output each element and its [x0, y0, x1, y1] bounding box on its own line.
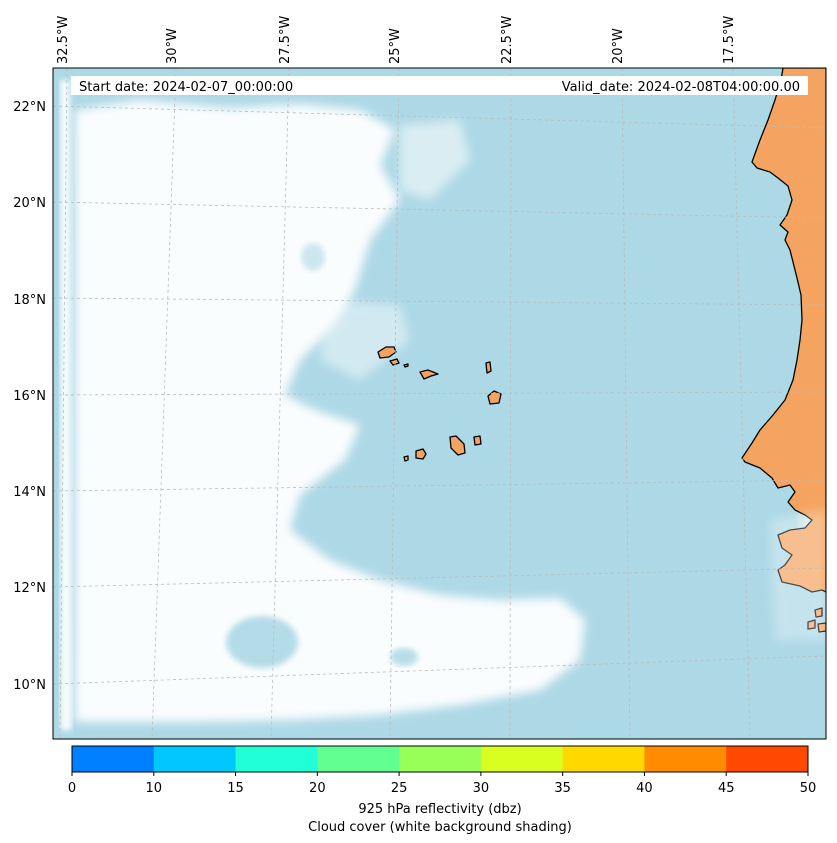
longitude-labels: 32.5°W 30°W 27.5°W 25°W 22.5°W 20°W 17.5…	[56, 16, 737, 64]
lat-label-16n: 16°N	[13, 389, 46, 404]
parallel-line	[53, 391, 826, 396]
island-fogo	[415, 448, 427, 460]
meridian-line	[151, 68, 177, 739]
cloud-cover-layer	[60, 80, 826, 730]
colorbar-tick-label: 45	[718, 781, 735, 796]
lon-label-20w: 20°W	[611, 28, 626, 64]
colorbar-tick-label: 20	[309, 781, 326, 796]
colorbar: 0 10 15 20 25 30 35 40 45 50 925 hPa reflectivity…	[68, 745, 816, 835]
parallel-line	[53, 479, 826, 492]
lat-label-12n: 12°N	[13, 581, 46, 596]
colorbar-segment	[235, 746, 318, 772]
island-maio	[473, 435, 482, 446]
colorbar-tick-label: 10	[146, 781, 163, 796]
colorbar-tick-label: 35	[554, 781, 571, 796]
colorbar-ticks: 0 10 15 20 25 30 35 40 45 50	[68, 772, 816, 796]
lon-label-27-5w: 27.5°W	[278, 16, 293, 64]
parallel-line	[53, 297, 826, 306]
colorbar-segments	[72, 746, 809, 772]
meridian-line	[389, 68, 400, 739]
island-santa-luzia	[403, 363, 409, 368]
colorbar-segment	[726, 746, 809, 772]
colorbar-frame	[71, 745, 809, 773]
parallel-line	[53, 655, 826, 685]
lon-label-25w: 25°W	[388, 28, 403, 64]
lon-label-17-5w: 17.5°W	[722, 16, 737, 64]
parallel-line	[53, 567, 826, 588]
start-date-text: Start date: 2024-02-07_00:00:00	[79, 80, 293, 95]
lat-label-22n: 22°N	[13, 100, 46, 115]
colorbar-label: 925 hPa reflectivity (dbz)	[358, 802, 521, 817]
meridian-line	[270, 68, 290, 739]
colorbar-segment	[480, 746, 564, 772]
lat-label-18n: 18°N	[13, 293, 46, 308]
date-info-background	[71, 76, 808, 95]
valid-date-text: Valid_date: 2024-02-08T04:00:00.00	[562, 80, 800, 95]
colorbar-segment	[153, 746, 237, 772]
island-santiago	[449, 435, 466, 456]
island-santo-antao	[377, 346, 397, 359]
lat-label-20n: 20°N	[13, 196, 46, 211]
colorbar-segment	[317, 746, 400, 772]
map-panel: Start date: 2024-02-07_00:00:00 Valid_da…	[52, 67, 827, 740]
island-sao-nicolau	[419, 369, 439, 380]
lat-label-14n: 14°N	[13, 485, 46, 500]
latitude-labels: 22°N 20°N 18°N 16°N 14°N 12°N 10°N	[13, 100, 46, 693]
island-boa-vista	[487, 390, 502, 405]
colorbar-tick-label: 0	[68, 781, 76, 796]
colorbar-sublabel: Cloud cover (white background shading)	[308, 820, 572, 835]
colorbar-segment	[72, 746, 155, 772]
colorbar-tick-label: 40	[636, 781, 653, 796]
colorbar-segment	[399, 746, 482, 772]
colorbar-segment	[562, 746, 645, 772]
colorbar-tick-label: 25	[391, 781, 408, 796]
island-sao-vicente	[389, 358, 400, 366]
lon-label-30w: 30°W	[165, 28, 180, 64]
meridian-line	[621, 68, 631, 739]
graticule	[53, 68, 826, 739]
meridian-line	[59, 68, 68, 739]
colorbar-segment	[644, 746, 727, 772]
island-sal	[485, 361, 492, 374]
meridian-line	[732, 68, 751, 739]
map-frame	[52, 67, 827, 740]
date-info-box: Start date: 2024-02-07_00:00:00 Valid_da…	[71, 76, 808, 95]
lat-label-10n: 10°N	[13, 678, 46, 693]
clear-sky-patches	[226, 243, 418, 668]
colorbar-tick-label: 15	[227, 781, 244, 796]
parallel-line	[53, 201, 826, 219]
colorbar-tick-label: 50	[800, 781, 817, 796]
cloud-over-land	[770, 510, 826, 640]
island-brava	[403, 455, 409, 462]
lon-label-32-5w: 32.5°W	[56, 16, 71, 64]
meridian-line	[509, 68, 512, 739]
parallel-line	[53, 105, 826, 129]
colorbar-tick-label: 30	[473, 781, 490, 796]
lon-label-22-5w: 22.5°W	[500, 16, 515, 64]
